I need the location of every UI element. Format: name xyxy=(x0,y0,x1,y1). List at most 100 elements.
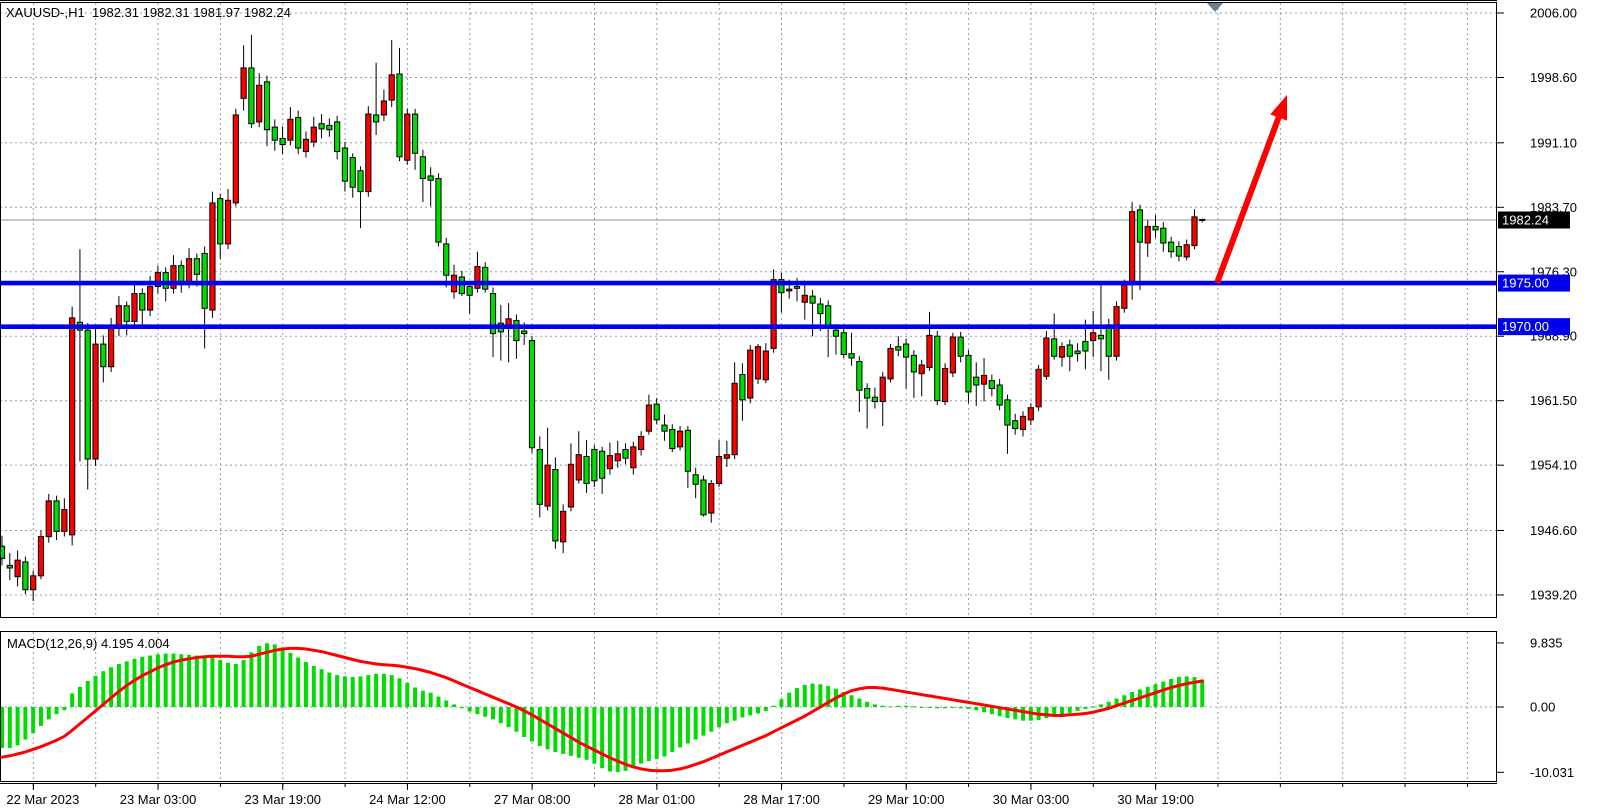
price-pane[interactable] xyxy=(0,34,1497,602)
bull-candle[interactable] xyxy=(918,364,925,375)
bull-candle[interactable] xyxy=(1043,337,1050,377)
bull-candle[interactable] xyxy=(209,202,216,311)
bear-candle[interactable] xyxy=(22,561,29,591)
bear-candle[interactable] xyxy=(521,330,528,335)
bear-candle[interactable] xyxy=(263,81,271,131)
bull-candle[interactable] xyxy=(887,347,894,380)
bull-candle[interactable] xyxy=(638,435,645,450)
support-lines[interactable] xyxy=(0,280,1497,329)
bull-candle[interactable] xyxy=(747,349,754,399)
bear-candle[interactable] xyxy=(162,272,169,289)
bear-candle[interactable] xyxy=(271,126,278,141)
bear-candle[interactable] xyxy=(6,564,13,569)
bear-candle[interactable] xyxy=(100,343,107,368)
bear-candle[interactable] xyxy=(435,178,442,243)
bear-candle[interactable] xyxy=(895,346,902,351)
bull-candle[interactable] xyxy=(630,446,637,469)
bull-candle[interactable] xyxy=(92,343,99,460)
trend-arrow-shaft[interactable] xyxy=(1214,116,1282,285)
bear-candle[interactable] xyxy=(1097,334,1105,340)
bull-candle[interactable] xyxy=(69,317,76,536)
bear-candle[interactable] xyxy=(482,266,489,290)
bear-candle[interactable] xyxy=(466,286,473,296)
bull-candle[interactable] xyxy=(980,374,988,385)
bear-candle[interactable] xyxy=(809,295,816,304)
bear-candle[interactable] xyxy=(739,374,746,401)
bull-candle[interactable] xyxy=(801,294,808,303)
bull-candle[interactable] xyxy=(1027,407,1034,421)
bull-candle[interactable] xyxy=(30,575,37,591)
bull-candle[interactable] xyxy=(926,334,933,369)
bear-candle[interactable] xyxy=(295,117,302,149)
bear-candle[interactable] xyxy=(684,429,691,472)
bear-candle[interactable] xyxy=(1175,245,1182,257)
bull-candle[interactable] xyxy=(45,500,52,538)
bear-candle[interactable] xyxy=(793,286,801,289)
bull-candle[interactable] xyxy=(645,404,653,432)
bull-candle[interactable] xyxy=(14,559,21,578)
bear-candle[interactable] xyxy=(357,170,364,193)
bear-candle[interactable] xyxy=(1152,225,1159,231)
bear-candle[interactable] xyxy=(778,279,785,294)
bull-candle[interactable] xyxy=(949,336,956,374)
bear-candle[interactable] xyxy=(988,380,995,389)
bull-candle[interactable] xyxy=(185,258,193,282)
bull-candle[interactable] xyxy=(170,265,177,289)
bull-candle[interactable] xyxy=(723,454,730,459)
bear-candle[interactable] xyxy=(965,354,972,393)
bear-candle[interactable] xyxy=(349,157,356,188)
bull-candle[interactable] xyxy=(474,266,481,289)
bull-candle[interactable] xyxy=(708,482,715,514)
bear-candle[interactable] xyxy=(528,340,536,449)
bear-candle[interactable] xyxy=(318,123,325,130)
bull-candle[interactable] xyxy=(614,453,621,462)
bull-candle[interactable] xyxy=(380,100,388,116)
bear-candle[interactable] xyxy=(599,450,606,479)
bear-candle[interactable] xyxy=(1105,324,1112,357)
bear-candle[interactable] xyxy=(1082,340,1089,352)
bull-candle[interactable] xyxy=(310,126,317,143)
bull-candle[interactable] xyxy=(606,455,614,470)
bear-candle[interactable] xyxy=(622,448,629,459)
bull-candle[interactable] xyxy=(61,509,68,532)
bear-candle[interactable] xyxy=(341,147,349,182)
bear-candle[interactable] xyxy=(84,329,91,460)
bear-candle[interactable] xyxy=(326,124,333,131)
bear-candle[interactable] xyxy=(825,305,832,329)
bear-candle[interactable] xyxy=(373,114,380,123)
bear-candle[interactable] xyxy=(848,353,855,359)
bull-candle[interactable] xyxy=(731,382,738,456)
bear-candle[interactable] xyxy=(489,293,497,335)
bear-candle[interactable] xyxy=(1051,338,1058,357)
annotations[interactable] xyxy=(1207,3,1288,285)
bear-candle[interactable] xyxy=(334,121,341,153)
bear-candle[interactable] xyxy=(1168,241,1175,253)
bull-candle[interactable] xyxy=(575,454,582,481)
bear-candle[interactable] xyxy=(419,156,426,180)
bull-candle[interactable] xyxy=(770,279,777,349)
bull-candle[interactable] xyxy=(754,346,762,380)
bull-candle[interactable] xyxy=(544,464,551,507)
bull-candle[interactable] xyxy=(762,350,769,381)
bull-candle[interactable] xyxy=(715,455,723,484)
bull-candle[interactable] xyxy=(1191,216,1198,247)
bear-candle[interactable] xyxy=(1136,209,1144,243)
bull-candle[interactable] xyxy=(256,84,263,123)
bear-candle[interactable] xyxy=(1066,344,1073,357)
bear-candle[interactable] xyxy=(0,545,6,559)
bear-candle[interactable] xyxy=(1199,218,1206,221)
bear-candle[interactable] xyxy=(53,500,60,532)
bear-candle[interactable] xyxy=(700,479,707,516)
bear-candle[interactable] xyxy=(871,396,879,403)
bear-candle[interactable] xyxy=(411,113,419,154)
bull-candle[interactable] xyxy=(879,376,886,403)
bull-candle[interactable] xyxy=(567,463,575,508)
bear-candle[interactable] xyxy=(552,469,559,542)
bear-candle[interactable] xyxy=(669,428,676,450)
bear-candle[interactable] xyxy=(840,332,847,356)
bear-candle[interactable] xyxy=(536,448,543,505)
bull-candle[interactable] xyxy=(1129,211,1136,286)
bear-candle[interactable] xyxy=(1012,420,1019,430)
